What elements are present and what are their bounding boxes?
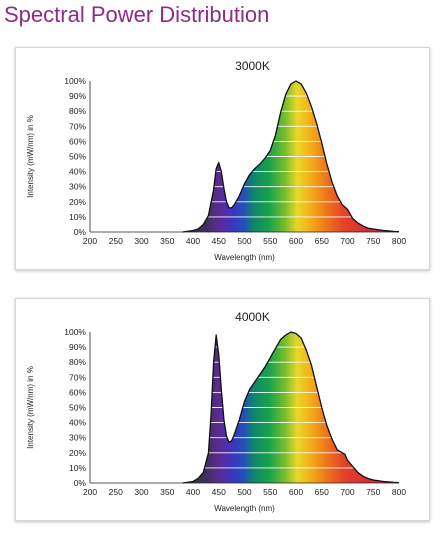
y-tick-label: 70% xyxy=(69,372,86,382)
x-tick-label: 800 xyxy=(392,236,406,246)
y-tick-label: 50% xyxy=(69,152,86,162)
x-axis-label: Wavelength (nm) xyxy=(214,504,275,513)
y-tick-label: 20% xyxy=(69,448,86,458)
x-tick-label: 800 xyxy=(392,487,406,497)
y-tick-label: 0% xyxy=(74,227,87,237)
x-axis-label: Wavelength (nm) xyxy=(214,253,275,262)
y-tick-label: 30% xyxy=(69,433,86,443)
x-tick-label: 300 xyxy=(134,487,148,497)
spectrum-chart-3000k: 3000K 0% 10% 20% 30% 40% 50% 60% 70% 80% 90% 100% 20… xyxy=(26,59,406,262)
chart-title: 4000K xyxy=(235,310,270,324)
x-tick-label: 450 xyxy=(212,487,226,497)
y-tick-label: 0% xyxy=(74,478,87,488)
x-tick-label: 400 xyxy=(186,236,200,246)
x-tick-label: 750 xyxy=(366,487,380,497)
y-tick-label: 40% xyxy=(69,167,86,177)
x-tick-label: 550 xyxy=(263,236,277,246)
x-tick-label: 700 xyxy=(340,487,354,497)
y-tick-label: 90% xyxy=(69,342,86,352)
y-tick-label: 10% xyxy=(69,212,86,222)
chart-title: 3000K xyxy=(235,59,270,73)
x-tick-label: 650 xyxy=(315,487,329,497)
chart-panel-3000k: 3000K 0% 10% 20% 30% 40% 50% 60% 70% 80% 90% 100% 20… xyxy=(15,47,430,270)
y-tick-label: 70% xyxy=(69,121,86,131)
spectrum-curve xyxy=(182,80,400,233)
y-tick-label: 60% xyxy=(69,136,86,146)
x-tick-label: 250 xyxy=(109,487,123,497)
y-tick-label: 100% xyxy=(64,327,86,337)
area-above-curve xyxy=(90,81,399,232)
area-above-curve xyxy=(90,332,399,483)
page-title: Spectral Power Distribution xyxy=(4,2,270,27)
x-tick-label: 500 xyxy=(237,487,251,497)
y-tick-label: 40% xyxy=(69,418,86,428)
y-tick-label: 60% xyxy=(69,387,86,397)
x-tick-label: 750 xyxy=(366,236,380,246)
x-tick-label: 550 xyxy=(263,487,277,497)
y-tick-label: 10% xyxy=(69,463,86,473)
y-axis-label: Intensity (mW/nm) in % xyxy=(26,366,35,449)
x-tick-label: 600 xyxy=(289,236,303,246)
y-tick-label: 90% xyxy=(69,91,86,101)
y-axis-label: Intensity (mW/nm) in % xyxy=(26,115,35,198)
y-tick-label: 80% xyxy=(69,357,86,367)
spectrum-chart-4000k: 4000K 0% 10% 20% 30% 40% 50% 60% 70% 80% 90% 100% 20… xyxy=(26,310,406,513)
x-tick-label: 500 xyxy=(237,236,251,246)
spectrum-curve xyxy=(182,331,400,484)
x-tick-label: 400 xyxy=(186,487,200,497)
x-tick-label: 350 xyxy=(160,236,174,246)
x-tick-label: 700 xyxy=(340,236,354,246)
x-tick-label: 600 xyxy=(289,487,303,497)
x-tick-label: 650 xyxy=(315,236,329,246)
y-tick-label: 20% xyxy=(69,197,86,207)
y-tick-label: 80% xyxy=(69,106,86,116)
y-tick-label: 100% xyxy=(64,76,86,86)
chart-panel-4000k: 4000K 0% 10% 20% 30% 40% 50% 60% 70% 80% 90% 100% 20… xyxy=(15,298,430,521)
x-tick-label: 200 xyxy=(83,236,97,246)
x-tick-label: 250 xyxy=(109,236,123,246)
x-tick-label: 450 xyxy=(212,236,226,246)
x-tick-label: 350 xyxy=(160,487,174,497)
x-tick-label: 300 xyxy=(134,236,148,246)
y-tick-label: 50% xyxy=(69,403,86,413)
y-tick-label: 30% xyxy=(69,182,86,192)
x-tick-label: 200 xyxy=(83,487,97,497)
